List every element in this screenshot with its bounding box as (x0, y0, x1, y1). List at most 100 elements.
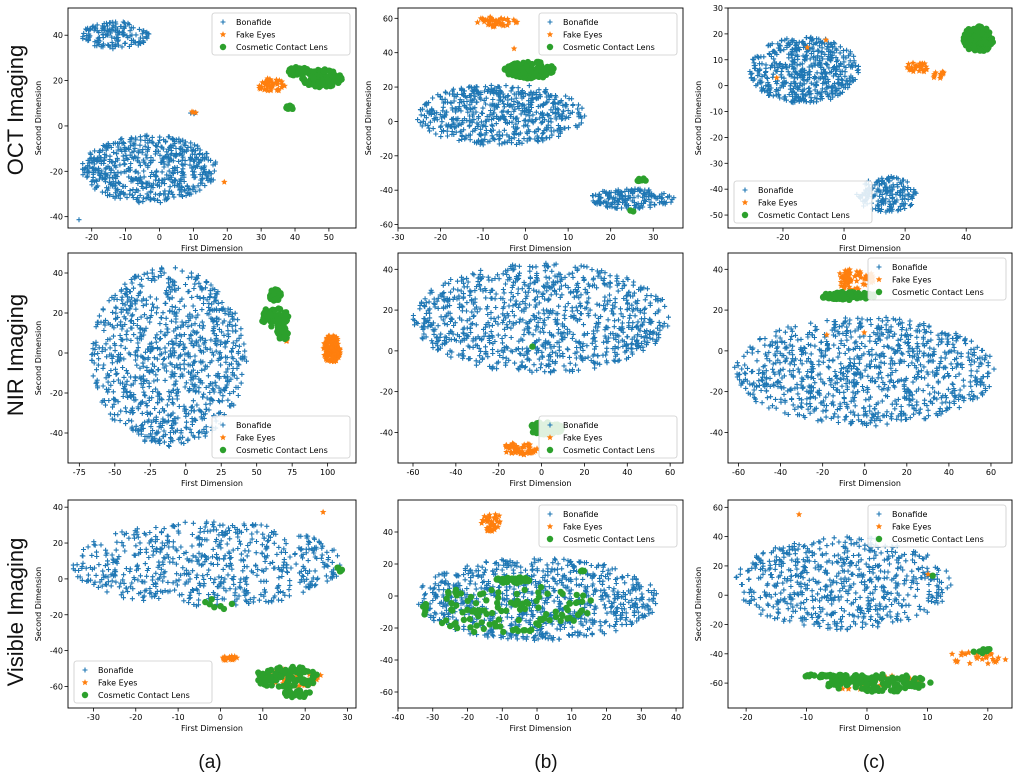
bonafide-point (236, 362, 242, 368)
bonafide-point (203, 345, 209, 351)
bonafide-point (207, 390, 213, 395)
bonafide-point (119, 141, 125, 146)
bonafide-point (847, 75, 853, 81)
bonafide-point (208, 337, 214, 343)
bonafide-point (111, 325, 117, 331)
bonafide-point (453, 116, 459, 122)
bonafide-point (516, 338, 522, 344)
bonafide-point (493, 291, 499, 297)
bonafide-point (450, 86, 456, 92)
bonafide-point (117, 418, 123, 424)
bonafide-point (179, 268, 185, 274)
bonafide-point (218, 362, 224, 368)
bonafide-point (107, 153, 113, 159)
bonafide-point (593, 192, 599, 198)
bonafide-point (826, 92, 832, 98)
bonafide-point (488, 108, 494, 114)
bonafide-point (144, 270, 150, 276)
bonafide-point (169, 279, 175, 285)
bonafide-point (512, 360, 518, 366)
bonafide-point (178, 186, 184, 192)
bonafide-point (202, 411, 208, 417)
fake-eyes-point (321, 340, 328, 347)
bonafide-point (550, 100, 556, 106)
bonafide-point (557, 295, 563, 300)
bonafide-point (578, 303, 584, 309)
bonafide-point (494, 114, 500, 120)
bonafide-point (665, 194, 671, 200)
bonafide-point (787, 86, 793, 92)
bonafide-point (124, 378, 130, 384)
series-fake-eyes (188, 75, 288, 185)
bonafide-point (819, 40, 825, 46)
bonafide-point (488, 310, 494, 316)
bonafide-point (888, 174, 894, 179)
bonafide-point (201, 323, 206, 329)
bonafide-point (188, 340, 194, 346)
bonafide-point (556, 133, 562, 139)
legend-box (211, 415, 351, 459)
bonafide-point (832, 91, 838, 97)
bonafide-point (189, 419, 195, 425)
bonafide-point (183, 380, 189, 386)
bonafide-point (777, 95, 783, 101)
bonafide-point (117, 333, 123, 338)
bonafide-point (521, 94, 527, 100)
bonafide-point (188, 377, 194, 383)
bonafide-point (605, 204, 610, 210)
bonafide-point (629, 302, 635, 308)
bonafide-point (566, 96, 572, 102)
contact-lens-point (274, 324, 282, 331)
bonafide-point (184, 184, 190, 189)
bonafide-point (526, 107, 532, 113)
bonafide-point (631, 290, 637, 296)
bonafide-point (788, 99, 794, 105)
bonafide-point (131, 321, 137, 326)
contact-lens-point (534, 65, 541, 73)
bonafide-point (181, 303, 187, 309)
y-tick-label: 0 (58, 349, 63, 358)
bonafide-point (478, 126, 484, 132)
bonafide-point (567, 354, 572, 360)
bonafide-point (202, 339, 208, 345)
bonafide-point (163, 154, 169, 160)
bonafide-point (642, 187, 648, 193)
legend-label: Bonafide (758, 186, 793, 195)
bonafide-point (238, 332, 244, 338)
bonafide-point (607, 273, 613, 279)
bonafide-point (464, 318, 470, 324)
bonafide-point (123, 169, 129, 175)
bonafide-point (656, 319, 662, 325)
bonafide-point (134, 158, 140, 164)
bonafide-point (203, 150, 209, 156)
bonafide-point (545, 112, 551, 118)
bonafide-point (496, 84, 502, 90)
bonafide-point (229, 313, 235, 319)
bonafide-point (185, 324, 191, 330)
bonafide-point (225, 366, 231, 372)
bonafide-point (601, 281, 607, 287)
bonafide-point (833, 46, 839, 52)
bonafide-point (113, 164, 119, 170)
bonafide-point (773, 68, 779, 74)
bonafide-point (544, 288, 550, 294)
bonafide-point (816, 36, 822, 42)
bonafide-point (879, 196, 885, 202)
bonafide-point (173, 145, 179, 151)
bonafide-point (91, 27, 97, 33)
bonafide-point (609, 204, 615, 210)
bonafide-point (199, 367, 205, 373)
legend-marker (219, 434, 227, 441)
bonafide-point (456, 352, 462, 358)
bonafide-point (225, 306, 231, 312)
bonafide-point (174, 310, 180, 316)
bonafide-point (496, 136, 502, 142)
bonafide-point (839, 68, 845, 74)
bonafide-point (122, 40, 128, 46)
bonafide-point (523, 112, 529, 118)
bonafide-point (532, 297, 538, 303)
bonafide-point (781, 75, 787, 81)
bonafide-point (166, 188, 172, 194)
bonafide-point (493, 121, 499, 127)
